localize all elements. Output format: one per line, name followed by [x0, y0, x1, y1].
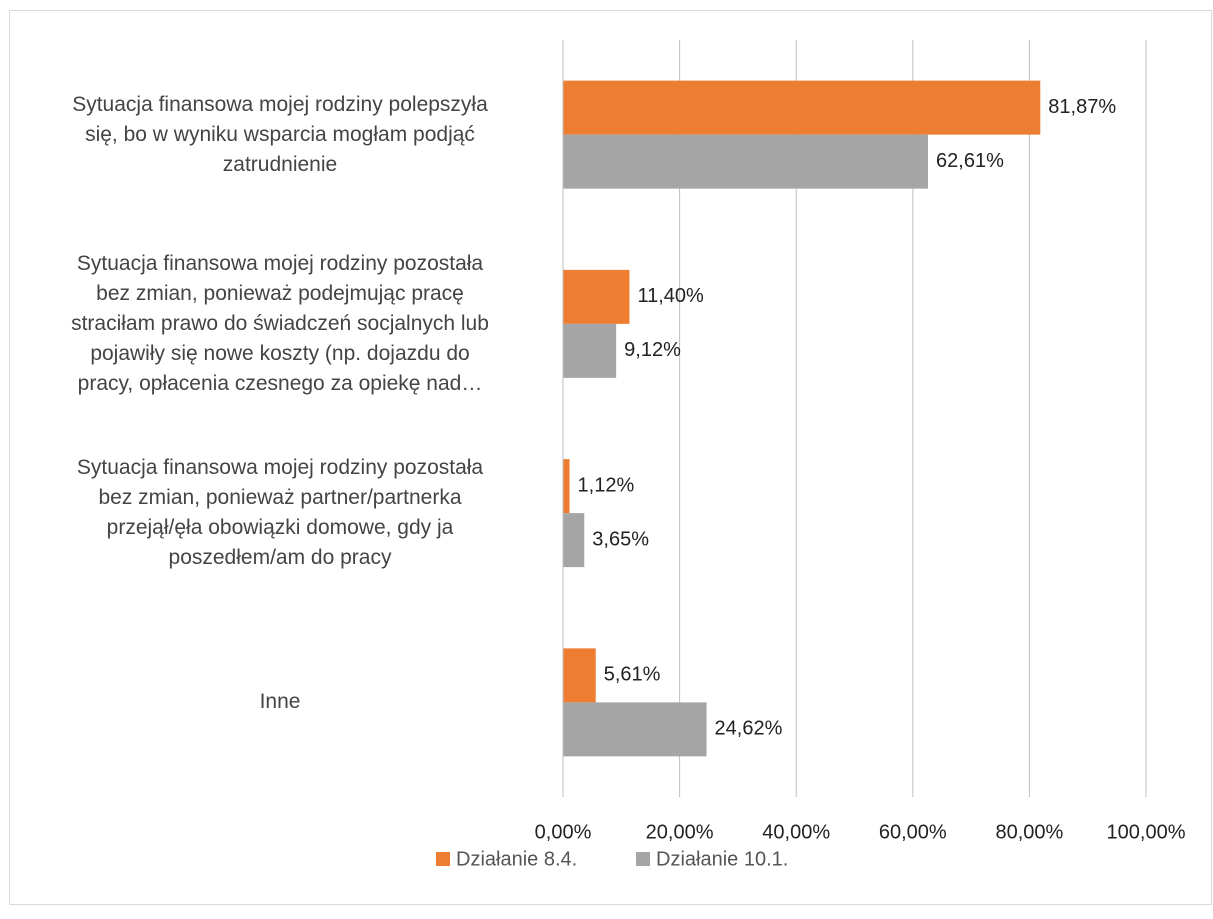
bar [563, 459, 570, 514]
legend-swatch [636, 852, 650, 866]
value-label: 62,61% [936, 150, 1004, 172]
bar [563, 134, 929, 189]
chart-frame [9, 10, 1212, 905]
category-label: Sytuacja finansowa mojej rodziny polepsz… [72, 92, 488, 176]
value-label: 1,12% [578, 474, 635, 496]
value-label: 24,62% [715, 718, 783, 740]
value-label: 5,61% [604, 664, 661, 686]
bar [563, 702, 707, 757]
value-label: 81,87% [1048, 96, 1116, 118]
bar [563, 513, 585, 568]
x-tick-label: 20,00% [646, 821, 714, 843]
category-label: Sytuacja finansowa mojej rodziny pozosta… [71, 251, 489, 395]
bar [563, 80, 1041, 135]
value-label: 11,40% [637, 285, 704, 307]
category-label: Inne [259, 690, 301, 714]
legend-label: Działanie 8.4. [456, 848, 577, 870]
value-label: 3,65% [592, 528, 649, 550]
x-tick-label: 100,00% [1107, 821, 1186, 843]
x-tick-label: 40,00% [762, 821, 830, 843]
bar [563, 269, 630, 324]
bar [563, 648, 596, 703]
x-tick-label: 60,00% [879, 821, 947, 843]
category-label: Sytuacja finansowa mojej rodziny pozosta… [76, 456, 484, 570]
x-tick-label: 80,00% [995, 821, 1063, 843]
value-label: 9,12% [624, 339, 681, 361]
legend-swatch [436, 852, 450, 866]
bar [563, 323, 617, 378]
x-tick-label: 0,00% [535, 821, 592, 843]
legend-label: Działanie 10.1. [656, 848, 788, 870]
